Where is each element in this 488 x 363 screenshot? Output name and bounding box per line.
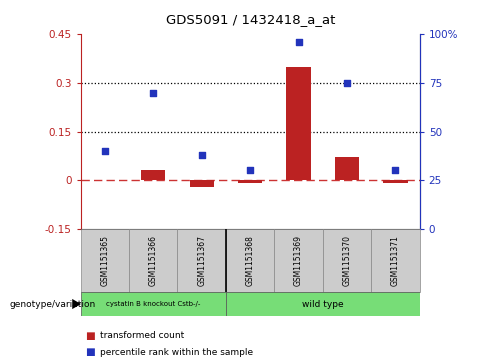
Text: GSM1151366: GSM1151366 [149,235,158,286]
Bar [178,229,226,292]
Polygon shape [72,299,81,309]
Text: cystatin B knockout Cstb-/-: cystatin B knockout Cstb-/- [106,301,201,307]
Bar [384,180,407,183]
Point [391,167,399,173]
Bar [226,229,274,292]
Bar [335,158,359,180]
Text: genotype/variation: genotype/variation [10,300,96,309]
Point [198,152,205,158]
Point [295,39,303,45]
Point [149,90,157,95]
Bar [371,229,420,292]
Text: transformed count: transformed count [100,331,184,340]
Point [101,148,109,154]
Bar [238,180,262,183]
Bar [141,171,165,180]
Bar [323,229,371,292]
Text: GDS5091 / 1432418_a_at: GDS5091 / 1432418_a_at [165,13,335,26]
Text: percentile rank within the sample: percentile rank within the sample [100,348,253,356]
Bar [81,229,129,292]
Text: GSM1151368: GSM1151368 [245,235,255,286]
Text: ■: ■ [85,347,95,357]
Text: GSM1151365: GSM1151365 [100,235,109,286]
Point [343,80,351,86]
Text: ■: ■ [85,331,95,341]
Bar [189,180,214,187]
Bar [226,292,420,316]
Text: wild type: wild type [302,299,344,309]
Bar [286,67,311,180]
Bar [129,229,178,292]
Text: GSM1151370: GSM1151370 [343,235,351,286]
Text: GSM1151371: GSM1151371 [391,235,400,286]
Point [246,167,254,173]
Bar [274,229,323,292]
Bar [81,292,226,316]
Text: GSM1151369: GSM1151369 [294,235,303,286]
Text: GSM1151367: GSM1151367 [197,235,206,286]
